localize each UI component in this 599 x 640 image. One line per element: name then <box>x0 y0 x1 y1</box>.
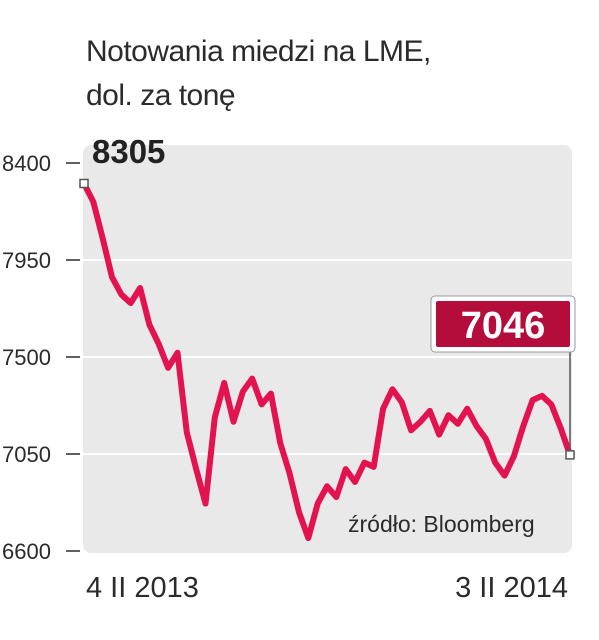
end-value-label: 7046 <box>461 305 546 347</box>
data-point <box>289 472 291 474</box>
data-point <box>363 462 365 464</box>
data-point <box>120 294 122 295</box>
source-label: źródło: Bloomberg <box>348 511 535 537</box>
chart-title: Notowania miedzi na LME, dol. za tonę <box>86 30 431 118</box>
y-tick-label: 7050 <box>2 442 51 467</box>
data-point <box>261 403 263 405</box>
data-point <box>317 503 319 505</box>
data-point <box>186 431 188 433</box>
end-point-marker <box>565 450 575 460</box>
y-tick-label: 6600 <box>2 539 51 564</box>
data-point <box>148 324 150 326</box>
data-point <box>167 367 169 369</box>
data-point <box>429 410 431 412</box>
data-point <box>401 401 403 403</box>
x-tick-label: 3 II 2014 <box>455 572 568 604</box>
data-point <box>354 481 356 483</box>
start-value-label: 8305 <box>92 133 165 170</box>
data-point <box>92 201 94 203</box>
data-point <box>102 237 104 239</box>
data-point <box>504 475 506 477</box>
data-point <box>158 343 160 345</box>
data-point <box>382 408 384 410</box>
callout-box <box>436 301 570 347</box>
data-point <box>335 496 337 498</box>
data-point <box>111 276 113 278</box>
data-point <box>522 425 524 427</box>
data-point <box>420 421 421 423</box>
data-point <box>373 466 375 468</box>
data-point <box>270 393 272 395</box>
data-point <box>345 468 347 470</box>
data-point <box>205 503 206 505</box>
data-point <box>326 485 328 487</box>
data-point <box>466 408 468 410</box>
data-point <box>130 302 132 304</box>
data-point <box>476 425 477 427</box>
data-point <box>532 399 534 401</box>
data-point <box>541 395 543 397</box>
data-point <box>494 462 496 464</box>
y-tick-label: 7950 <box>2 248 51 273</box>
data-point <box>139 287 141 289</box>
start-point-marker <box>79 178 89 189</box>
y-tick-label: 7500 <box>2 345 51 370</box>
data-point <box>298 511 300 513</box>
data-point <box>279 442 281 444</box>
data-point <box>177 352 178 354</box>
data-point <box>513 455 515 457</box>
data-point <box>448 414 449 416</box>
data-point <box>485 438 487 440</box>
x-tick-label: 4 II 2013 <box>86 572 199 604</box>
data-point <box>251 378 253 380</box>
data-point <box>410 429 412 431</box>
data-point <box>242 391 244 392</box>
data-point <box>195 468 197 470</box>
data-point <box>223 382 225 384</box>
plot-area <box>83 145 572 553</box>
chart-title-line-2: dol. za tonę <box>86 79 236 112</box>
data-point <box>214 416 216 418</box>
data-point <box>307 537 309 539</box>
data-point <box>560 427 562 429</box>
y-tick-label: 8400 <box>2 151 51 176</box>
data-point <box>438 434 440 436</box>
data-point <box>457 423 459 425</box>
data-point <box>391 388 393 390</box>
data-point <box>550 403 552 405</box>
data-point <box>233 421 234 423</box>
chart-title-line-1: Notowania miedzi na LME, <box>86 35 431 68</box>
